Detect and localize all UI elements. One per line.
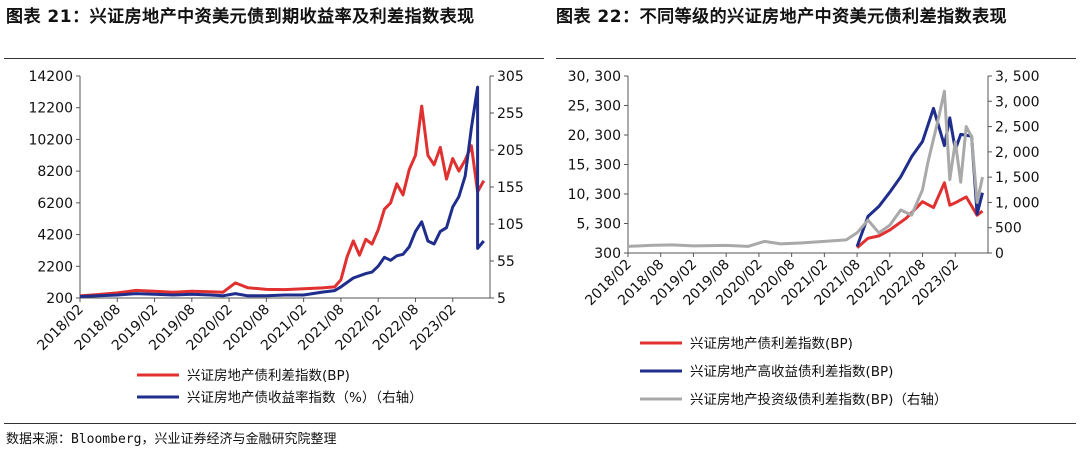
right-y-tick-label: 0 [995,246,1004,262]
left-y-tick-label: 14200 [28,69,73,85]
left-y-tick-label: 2200 [37,259,73,275]
right-y-tick-label: 1, 000 [995,195,1040,211]
right-y-tick-label: 2, 000 [995,145,1040,161]
legend-label-2: 兴证房地产高收益债利差指数(BP) [690,363,893,380]
left-y-tick-label: 4200 [37,228,73,244]
left-y-tick-label: 6200 [37,196,73,212]
legend-label-3: 兴证房地产投资级债利差指数(BP)（右轴） [690,392,947,408]
series-line-2 [855,106,984,248]
right-grade-spread-chart: 300 5, 300 10, 300 15, 300 20, 300 25, 300 30,… [568,69,1040,408]
source-divider [4,423,1076,424]
left-y-tick-label: 25, 300 [568,99,621,115]
left-y-tick-label: 10, 300 [568,187,621,203]
series-line-1 [79,104,486,298]
left-y-tick-label: 20, 300 [568,128,621,144]
right-chart-title: 图表 22：不同等级的兴证房地产中资美元债利差指数表现 [556,7,1008,27]
left-y-tick-label: 10200 [28,132,73,148]
left-y-tick-label: 200 [46,291,73,307]
left-y-tick-label: 5, 300 [576,217,621,233]
right-y-tick-label: 55 [497,254,515,270]
left-yield-spread-chart: 2002200420062008200102001220014200555105… [28,69,524,406]
right-y-tick-label: 255 [497,106,524,122]
right-y-tick-label: 155 [497,180,524,196]
series-line-2 [79,85,485,298]
right-title-divider [556,58,1076,59]
legend-label-1: 兴证房地产债利差指数(BP) [690,336,853,352]
left-y-tick-label: 30, 300 [568,69,621,85]
legend-label-1: 兴证房地产债利差指数(BP) [187,368,350,384]
left-y-tick-label: 8200 [37,164,73,180]
right-y-tick-label: 105 [497,217,524,233]
legend-label-2: 兴证房地产债收益率指数（%）（右轴） [187,389,423,406]
right-y-tick-label: 3, 000 [995,94,1040,110]
source-note: 数据来源：Bloomberg，兴业证券经济与金融研究院整理 [6,432,337,447]
right-y-tick-label: 1, 500 [995,170,1040,186]
left-y-tick-label: 12200 [28,101,73,117]
series-line-3 [627,89,984,248]
left-chart-title: 图表 21：兴证房地产中资美元债到期收益率及利差指数表现 [6,7,475,27]
right-y-tick-label: 305 [497,69,524,85]
right-y-tick-label: 2, 500 [995,120,1040,136]
right-y-tick-label: 500 [995,221,1022,237]
series-line-1 [856,181,984,249]
right-y-tick-label: 205 [497,143,524,159]
left-y-tick-label: 300 [594,246,621,262]
right-y-tick-label: 5 [497,291,506,307]
left-y-tick-label: 15, 300 [568,158,621,174]
right-y-tick-label: 3, 500 [995,69,1040,85]
left-title-divider [4,58,544,59]
